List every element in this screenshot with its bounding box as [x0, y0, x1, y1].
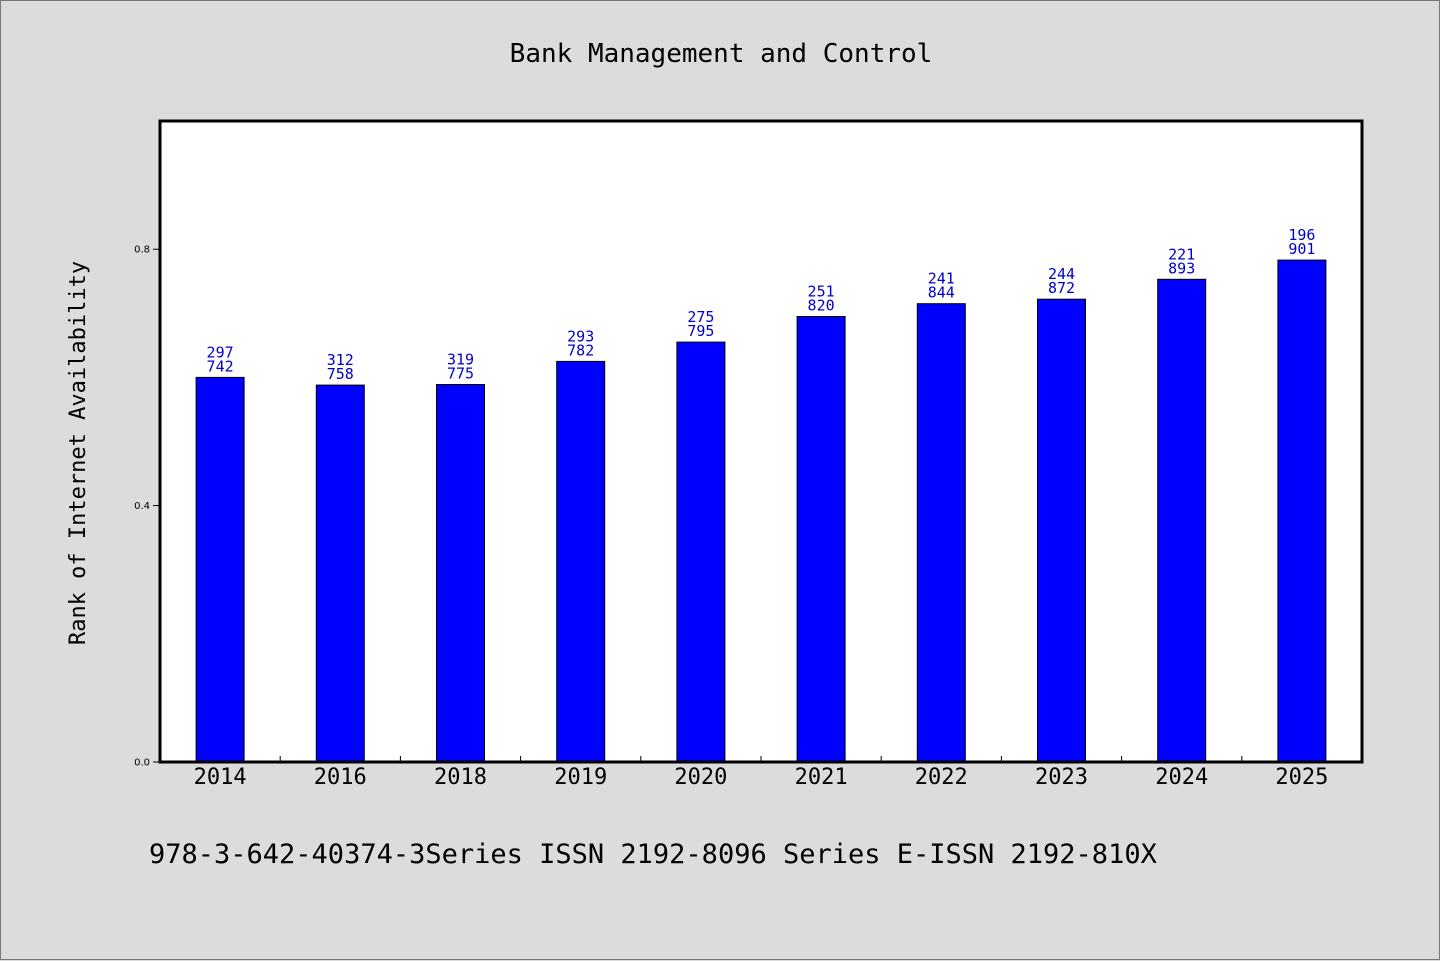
x-tick-label-2014: 2014: [194, 765, 247, 790]
y-axis-label: Rank of Internet Availability: [66, 261, 91, 645]
data-label-2021-2: 820: [808, 297, 835, 315]
data-label-2014-2: 742: [207, 357, 234, 375]
y-axis-ticks: 0.0 0.4 0.8: [134, 245, 160, 769]
bar-2020: [676, 341, 726, 763]
x-tick-label-2021: 2021: [795, 765, 848, 790]
x-tick-label-2025: 2025: [1275, 765, 1328, 790]
data-label-2024-1: 221: [1168, 245, 1195, 263]
data-label-2023-1: 244: [1048, 265, 1075, 283]
bar-2022: [916, 303, 966, 763]
y-tick-label: 0.4: [134, 501, 150, 512]
data-label-2016-2: 758: [327, 365, 354, 383]
data-label-2025-1: 196: [1288, 226, 1315, 244]
x-tick-label-2022: 2022: [915, 765, 968, 790]
bar-2018: [436, 384, 485, 763]
data-label-2022-2: 844: [928, 284, 955, 302]
data-label-2022-1: 241: [928, 270, 955, 288]
bar-2019: [556, 360, 606, 763]
chart-title: Bank Management and Control: [510, 39, 933, 69]
x-tick-label-2023: 2023: [1035, 765, 1088, 790]
bars: [195, 259, 1327, 763]
bar-2021: [796, 316, 846, 763]
bar-2024: [1157, 278, 1207, 763]
data-label-2021-1: 251: [808, 283, 835, 301]
data-label-2020-2: 795: [687, 322, 714, 340]
x-tick-label-2020: 2020: [674, 765, 727, 790]
bar-2025: [1277, 259, 1327, 763]
data-label-2020-1: 275: [687, 308, 714, 326]
bar-2014: [195, 376, 245, 763]
bar-2016: [315, 384, 365, 763]
x-axis-ticks: 2014 2016 2018 2019 2020 2021 2022 2023 2024 2025: [194, 756, 1328, 790]
y-tick-label: 0.8: [134, 245, 150, 256]
x-tick-label-2019: 2019: [554, 765, 607, 790]
plot-border: [158, 119, 1364, 764]
data-label-2016-1: 312: [327, 351, 354, 369]
data-label-2019-1: 293: [567, 327, 594, 345]
data-label-2019-2: 782: [567, 341, 594, 359]
footer-isbn-issn: 978-3-642-40374-3Series ISSN 2192-8096 S…: [149, 839, 1157, 870]
data-label-2018-2: 775: [447, 365, 474, 383]
data-label-2024-2: 893: [1168, 259, 1195, 277]
data-label-2018-1: 319: [447, 351, 474, 369]
x-tick-label-2018: 2018: [434, 765, 487, 790]
data-label-2023-2: 872: [1048, 279, 1075, 297]
x-tick-label-2024: 2024: [1155, 765, 1208, 790]
x-tick-label-2016: 2016: [314, 765, 367, 790]
bar-2023: [1037, 298, 1086, 763]
data-label-2014-1: 297: [207, 343, 234, 361]
data-label-2025-2: 901: [1288, 240, 1315, 258]
y-tick-label: 0.0: [134, 758, 150, 769]
